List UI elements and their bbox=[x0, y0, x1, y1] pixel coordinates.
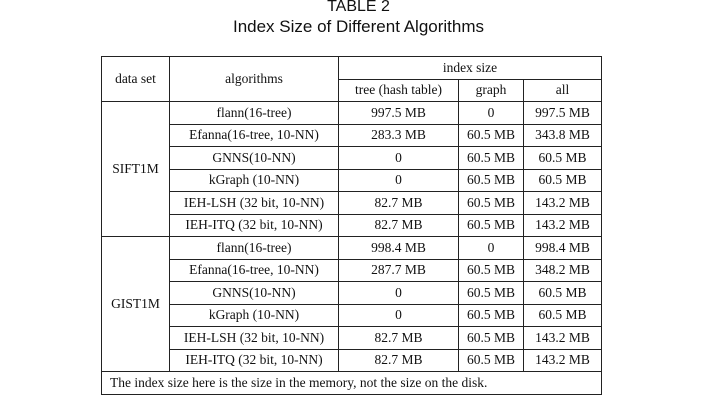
index-size-table: data set algorithms index size tree (has… bbox=[101, 56, 602, 395]
header-graph: graph bbox=[458, 78, 524, 102]
all-size-cell: 60.5 MB bbox=[523, 168, 602, 192]
table-row: GNNS(10-NN) 0 60.5 MB 60.5 MB bbox=[102, 146, 602, 170]
algorithm-cell: kGraph (10-NN) bbox=[169, 168, 339, 192]
all-size-cell: 60.5 MB bbox=[523, 146, 602, 170]
tree-size-cell: 82.7 MB bbox=[338, 191, 459, 215]
all-size-cell: 348.2 MB bbox=[523, 258, 602, 282]
all-size-cell: 998.4 MB bbox=[523, 236, 602, 260]
header-algorithms: algorithms bbox=[169, 56, 339, 102]
table-row: IEH-LSH (32 bit, 10-NN) 82.7 MB 60.5 MB … bbox=[102, 191, 602, 215]
graph-size-cell: 60.5 MB bbox=[458, 281, 524, 305]
table-row: GIST1M flann(16-tree) 998.4 MB 0 998.4 M… bbox=[101, 236, 602, 372]
footnote-row: The index size here is the size in the m… bbox=[101, 371, 602, 395]
table-footnote: The index size here is the size in the m… bbox=[101, 371, 602, 395]
all-size-cell: 997.5 MB bbox=[523, 101, 602, 125]
algorithm-cell: Efanna(16-tree, 10-NN) bbox=[169, 258, 339, 282]
dataset-cell: SIFT1M bbox=[101, 101, 170, 237]
graph-size-cell: 60.5 MB bbox=[458, 303, 524, 327]
table-row: IEH-ITQ (32 bit, 10-NN) 82.7 MB 60.5 MB … bbox=[102, 213, 602, 237]
tree-size-cell: 997.5 MB bbox=[338, 101, 459, 125]
tree-size-cell: 82.7 MB bbox=[338, 213, 459, 237]
all-size-cell: 143.2 MB bbox=[523, 213, 602, 237]
all-size-cell: 143.2 MB bbox=[523, 191, 602, 215]
algorithm-cell: Efanna(16-tree, 10-NN) bbox=[169, 123, 339, 147]
table-row: GNNS(10-NN) 0 60.5 MB 60.5 MB bbox=[102, 281, 602, 305]
table-row: Efanna(16-tree, 10-NN) 287.7 MB 60.5 MB … bbox=[102, 258, 602, 282]
table-row: IEH-ITQ (32 bit, 10-NN) 82.7 MB 60.5 MB … bbox=[102, 348, 602, 372]
all-size-cell: 343.8 MB bbox=[523, 123, 602, 147]
tree-size-cell: 0 bbox=[338, 168, 459, 192]
tree-size-cell: 0 bbox=[338, 146, 459, 170]
table-row: IEH-LSH (32 bit, 10-NN) 82.7 MB 60.5 MB … bbox=[102, 326, 602, 350]
graph-size-cell: 0 bbox=[458, 101, 524, 125]
tree-size-cell: 287.7 MB bbox=[338, 258, 459, 282]
header-index-size: index size bbox=[338, 56, 602, 80]
dataset-cell: GIST1M bbox=[101, 236, 170, 372]
table-label: TABLE 2 bbox=[327, 0, 390, 15]
algorithm-cell: IEH-LSH (32 bit, 10-NN) bbox=[169, 191, 339, 215]
table-row: kGraph (10-NN) 0 60.5 MB 60.5 MB bbox=[102, 303, 602, 327]
graph-size-cell: 60.5 MB bbox=[458, 348, 524, 372]
graph-size-cell: 60.5 MB bbox=[458, 326, 524, 350]
header-tree: tree (hash table) bbox=[338, 78, 459, 102]
graph-size-cell: 60.5 MB bbox=[458, 123, 524, 147]
all-size-cell: 60.5 MB bbox=[523, 281, 602, 305]
tree-size-cell: 0 bbox=[338, 303, 459, 327]
table-row: Efanna(16-tree, 10-NN) 283.3 MB 60.5 MB … bbox=[102, 123, 602, 147]
algorithm-cell: GNNS(10-NN) bbox=[169, 146, 339, 170]
graph-size-cell: 60.5 MB bbox=[458, 168, 524, 192]
algorithm-cell: GNNS(10-NN) bbox=[169, 281, 339, 305]
tree-size-cell: 82.7 MB bbox=[338, 326, 459, 350]
graph-size-cell: 60.5 MB bbox=[458, 258, 524, 282]
algorithm-cell: flann(16-tree) bbox=[169, 101, 339, 125]
header-row-top: data set algorithms index size bbox=[101, 56, 602, 102]
tree-size-cell: 82.7 MB bbox=[338, 348, 459, 372]
graph-size-cell: 60.5 MB bbox=[458, 146, 524, 170]
table-row: kGraph (10-NN) 0 60.5 MB 60.5 MB bbox=[102, 168, 602, 192]
all-size-cell: 143.2 MB bbox=[523, 326, 602, 350]
tree-size-cell: 998.4 MB bbox=[338, 236, 459, 260]
header-all: all bbox=[523, 78, 602, 102]
all-size-cell: 60.5 MB bbox=[523, 303, 602, 327]
algorithm-cell: kGraph (10-NN) bbox=[169, 303, 339, 327]
algorithm-cell: IEH-ITQ (32 bit, 10-NN) bbox=[169, 348, 339, 372]
header-dataset: data set bbox=[101, 56, 170, 102]
algorithm-cell: IEH-ITQ (32 bit, 10-NN) bbox=[169, 213, 339, 237]
algorithm-cell: flann(16-tree) bbox=[169, 236, 339, 260]
graph-size-cell: 60.5 MB bbox=[458, 213, 524, 237]
table-row: SIFT1M flann(16-tree) 997.5 MB 0 997.5 M… bbox=[101, 101, 602, 237]
graph-size-cell: 0 bbox=[458, 236, 524, 260]
tree-size-cell: 283.3 MB bbox=[338, 123, 459, 147]
graph-size-cell: 60.5 MB bbox=[458, 191, 524, 215]
table-title: Index Size of Different Algorithms bbox=[232, 17, 485, 36]
tree-size-cell: 0 bbox=[338, 281, 459, 305]
all-size-cell: 143.2 MB bbox=[523, 348, 602, 372]
algorithm-cell: IEH-LSH (32 bit, 10-NN) bbox=[169, 326, 339, 350]
